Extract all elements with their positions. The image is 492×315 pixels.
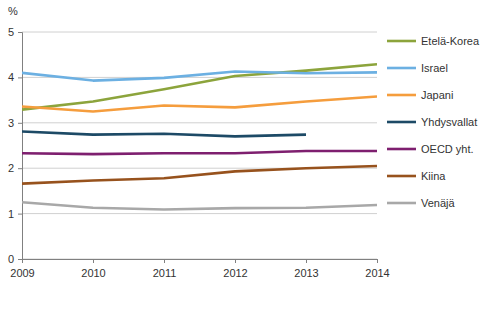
y-tick: 0	[8, 253, 22, 265]
grid-line	[22, 213, 377, 214]
x-tick-label: 2009	[10, 267, 34, 279]
x-axis-line	[23, 260, 378, 264]
series-line	[22, 166, 377, 184]
legend-label: Japani	[421, 89, 453, 101]
x-tick: 2014	[365, 259, 389, 279]
y-tick-mark	[18, 123, 22, 124]
legend-swatch	[387, 121, 416, 124]
y-tick-label: 1	[8, 208, 14, 220]
legend-swatch	[387, 40, 416, 43]
x-tick-mark	[235, 259, 236, 263]
plot: 0 1 2 3 4 5 2009 2010 2011 2012 2013 2014	[8, 26, 390, 279]
series-line	[22, 151, 377, 154]
y-axis-title: %	[8, 5, 18, 17]
y-tick: 4	[8, 71, 22, 83]
chart: 0 1 2 3 4 5 2009 2010 2011 2012 2013 2014% Etelä-Kor…	[0, 0, 492, 315]
series-line	[22, 202, 377, 209]
x-tick-mark	[22, 259, 23, 263]
x-tick-label: 2014	[365, 267, 389, 279]
legend-swatch	[387, 148, 416, 151]
x-tick: 2013	[294, 259, 318, 279]
legend-swatch	[387, 94, 416, 97]
x-tick-label: 2011	[153, 267, 177, 279]
y-tick: 3	[8, 117, 22, 129]
y-tick-mark	[18, 32, 22, 33]
y-tick-label: 5	[8, 26, 14, 38]
legend-swatch	[387, 175, 416, 178]
legend-swatch	[387, 67, 416, 70]
grid-line	[22, 122, 377, 123]
y-tick-mark	[18, 259, 22, 260]
y-tick-label: 4	[8, 71, 14, 83]
x-tick-label: 2010	[81, 267, 105, 279]
series-line	[22, 96, 377, 111]
series-line	[22, 131, 306, 136]
legend-label: Etelä-Korea	[421, 35, 480, 47]
x-tick-mark	[93, 259, 94, 263]
legend-label: OECD yht.	[421, 143, 474, 155]
x-tick-mark	[306, 259, 307, 263]
grid-line	[22, 32, 377, 33]
y-tick-mark	[18, 77, 22, 78]
legend: Etelä-Korea Israel Japani Yhdysvallat OECD y…	[387, 35, 480, 209]
lines	[22, 64, 377, 209]
y-tick-label: 2	[8, 162, 14, 174]
legend-label: Venäjä	[421, 197, 456, 209]
x-tick: 2009	[10, 259, 34, 279]
legend-label: Yhdysvallat	[421, 116, 477, 128]
y-tick: 5	[8, 26, 22, 38]
y-tick-label: 0	[8, 253, 14, 265]
y-tick-label: 3	[8, 117, 14, 129]
grid	[22, 32, 377, 259]
legend-label: Kiina	[421, 170, 446, 182]
y-tick-mark	[18, 168, 22, 169]
series-line	[22, 64, 377, 109]
x-tick: 2012	[223, 259, 247, 279]
x-tick-label: 2012	[223, 267, 247, 279]
y-tick-mark	[18, 214, 22, 215]
legend-label: Israel	[421, 62, 448, 74]
y-tick: 2	[8, 162, 22, 174]
x-tick-mark	[164, 259, 165, 263]
x-tick-label: 2013	[294, 267, 318, 279]
x-tick: 2010	[81, 259, 105, 279]
series-line	[22, 71, 377, 80]
legend-swatch	[387, 202, 416, 205]
y-tick: 1	[8, 208, 22, 220]
x-tick: 2011	[153, 259, 177, 279]
y-axis: 0 1 2 3 4 5	[8, 26, 23, 265]
x-tick-mark	[377, 259, 378, 263]
x-axis: 2009 2010 2011 2012 2013 2014	[10, 259, 389, 279]
y-axis-line	[18, 33, 23, 260]
